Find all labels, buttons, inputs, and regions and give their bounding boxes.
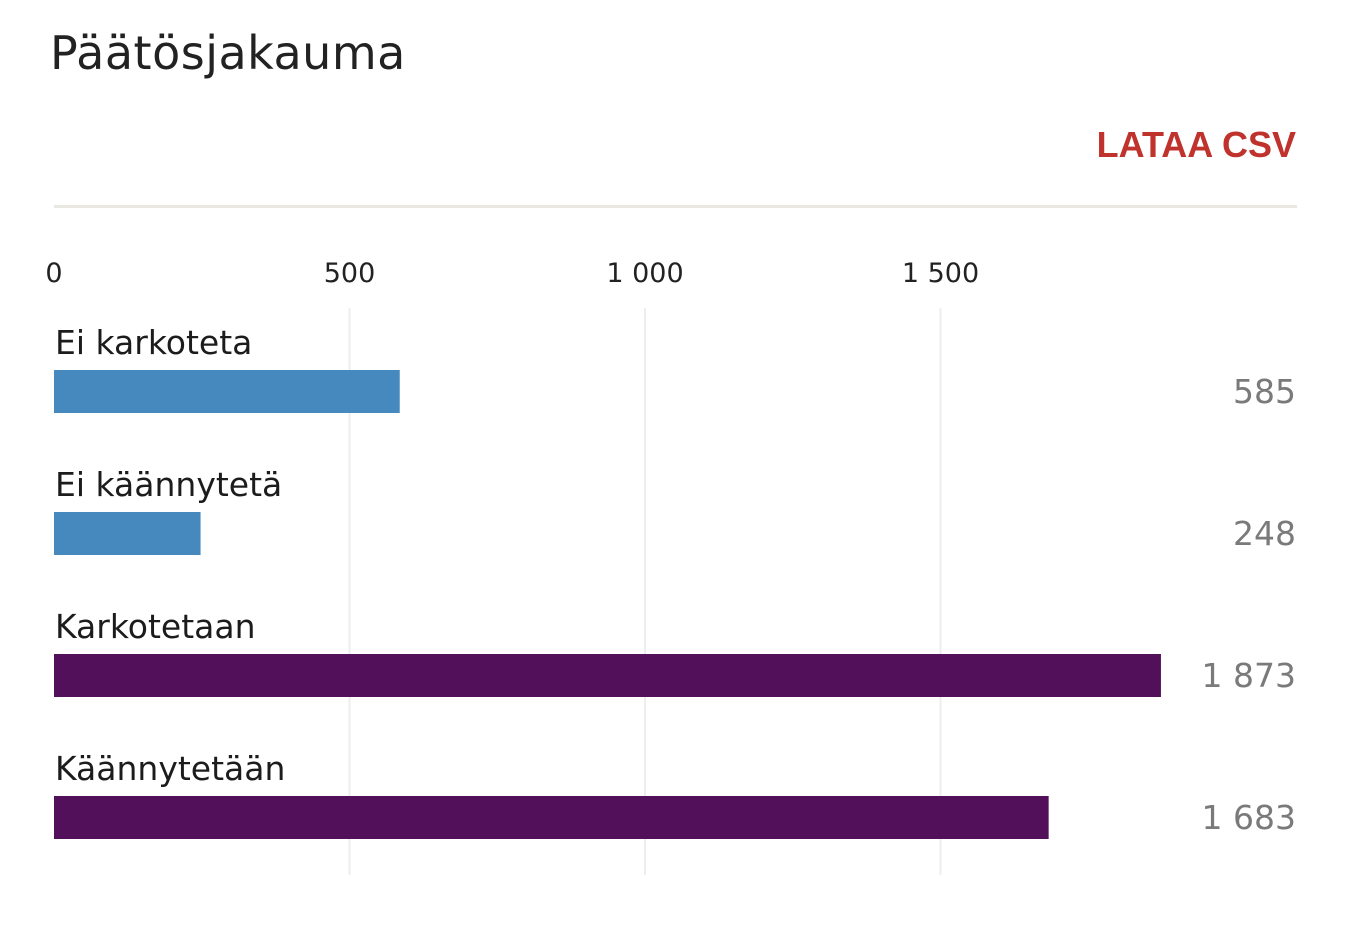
x-tick-label: 1 500 xyxy=(902,258,979,289)
chart-title: Päätösjakauma xyxy=(50,26,406,80)
value-label: 248 xyxy=(1233,514,1296,553)
category-label: Käännytetään xyxy=(55,749,285,788)
download-csv-link[interactable]: LATAA CSV xyxy=(1096,124,1296,165)
value-label: 1 683 xyxy=(1202,798,1296,837)
x-tick-label: 500 xyxy=(324,258,376,289)
category-label: Ei käännytetä xyxy=(55,465,282,504)
value-label: 585 xyxy=(1233,372,1296,411)
bar xyxy=(54,370,400,413)
x-tick-label: 0 xyxy=(45,258,62,289)
category-label: Karkotetaan xyxy=(55,607,256,646)
header-divider xyxy=(54,205,1297,208)
value-label: 1 873 xyxy=(1202,656,1296,695)
bar xyxy=(54,654,1161,697)
category-label: Ei karkoteta xyxy=(55,323,252,362)
bar xyxy=(54,512,201,555)
x-tick-label: 1 000 xyxy=(606,258,683,289)
bar xyxy=(54,796,1049,839)
